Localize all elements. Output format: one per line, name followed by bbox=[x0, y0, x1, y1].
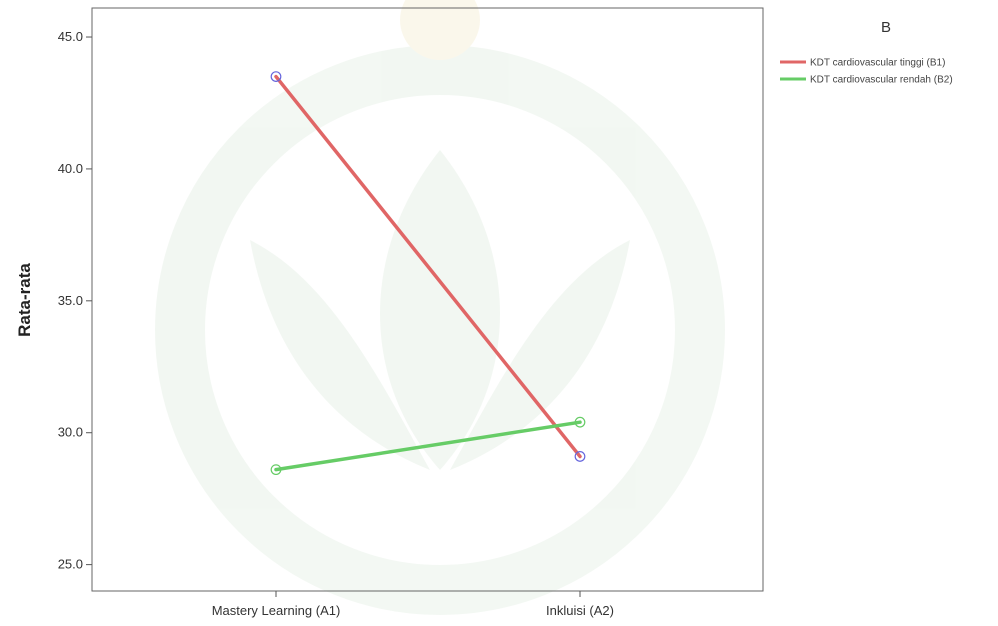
legend-label-1: KDT cardiovascular tinggi (B1) bbox=[810, 58, 945, 69]
y-tick-label: 45.0 bbox=[58, 29, 83, 44]
watermark-emblem bbox=[155, 0, 725, 615]
legend: B KDT cardiovascular tinggi (B1) KDT card… bbox=[780, 19, 953, 86]
x-tick-label: Mastery Learning (A1) bbox=[212, 603, 341, 618]
legend-title: B bbox=[881, 19, 891, 36]
legend-label-2: KDT cardiovascular rendah (B2) bbox=[810, 75, 953, 86]
y-tick-label: 35.0 bbox=[58, 293, 83, 308]
plot-area-frame bbox=[91, 7, 764, 592]
series-1-point-2 bbox=[574, 451, 586, 462]
y-tick-label: 30.0 bbox=[58, 425, 83, 440]
x-axis: Mastery Learning (A1) Inkluisi (A2) bbox=[212, 591, 614, 618]
series-2-point-2 bbox=[574, 416, 586, 428]
y-tick-label: 25.0 bbox=[58, 557, 83, 572]
x-tick-label: Inkluisi (A2) bbox=[546, 603, 614, 618]
series-1-point-1 bbox=[270, 71, 282, 82]
series-2-point-1 bbox=[270, 464, 282, 476]
y-axis-title: Rata-rata bbox=[15, 263, 34, 337]
series-line-1 bbox=[274, 74, 582, 459]
series-line-2 bbox=[274, 420, 582, 472]
y-axis: 25.0 30.0 35.0 40.0 45.0 bbox=[58, 29, 92, 572]
series-layer bbox=[270, 71, 586, 476]
y-tick-label: 40.0 bbox=[58, 161, 83, 176]
